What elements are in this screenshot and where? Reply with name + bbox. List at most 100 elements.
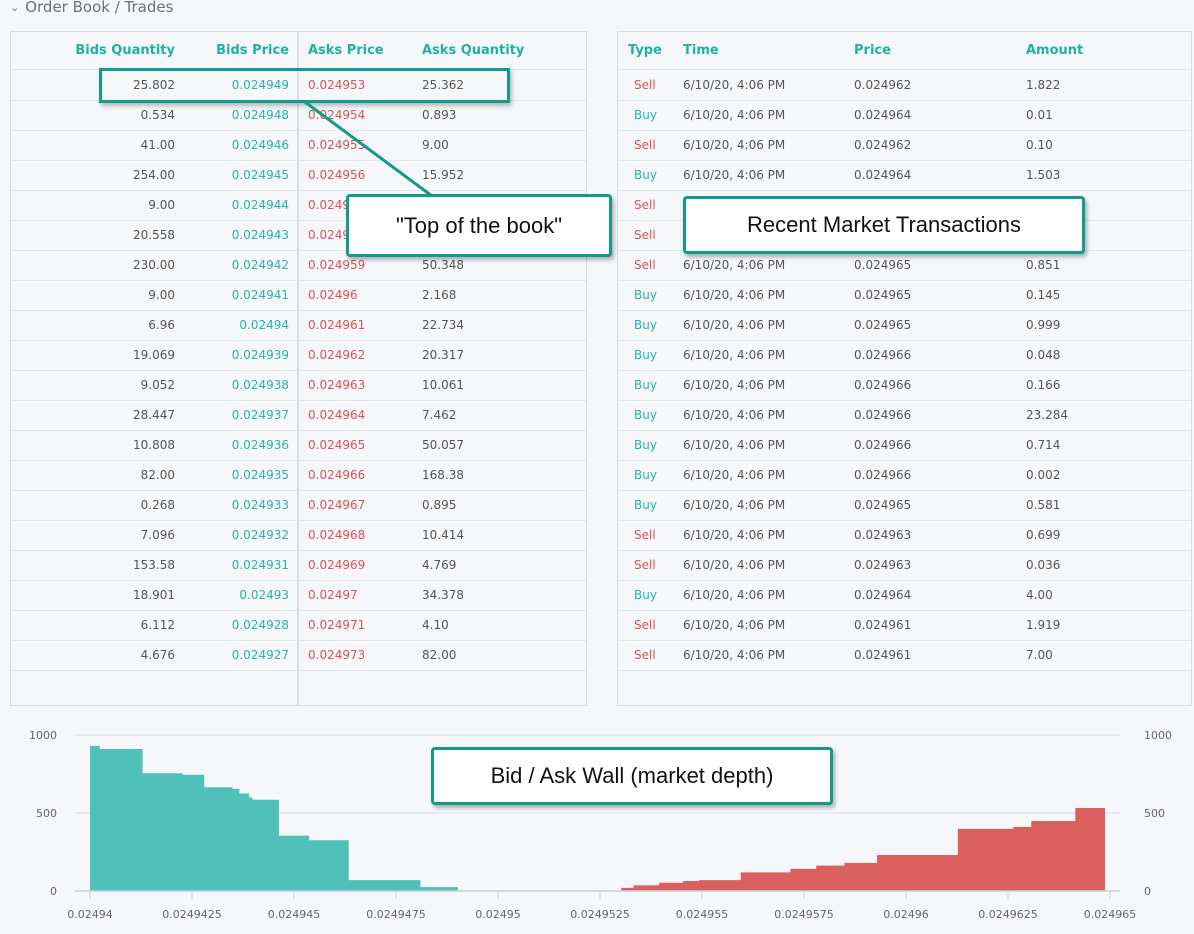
x-tick-label: 0.02494 [67,908,113,921]
header-type[interactable]: Type [628,43,662,58]
ask-price: 0.024966 [308,468,366,482]
x-tick-label: 0.024965 [1084,908,1137,921]
trade-price: 0.024961 [854,648,912,662]
trade-row[interactable]: Sell 6/10/20, 4:06 PM 0.024963 0.699 [618,520,1191,551]
order-book-row[interactable]: 28.447 0.024937 0.024964 7.462 [11,400,586,431]
order-book-row[interactable]: 20.558 0.024943 0.0249 [11,220,586,251]
order-book-row[interactable]: 19.069 0.024939 0.024962 20.317 [11,340,586,371]
trade-type: Sell [634,78,656,92]
bid-price: 0.024943 [231,228,289,242]
order-book-row[interactable]: 254.00 0.024945 0.024956 15.952 [11,160,586,191]
trade-row[interactable]: Sell 6/10/20, 4:06 PM 0.024963 0.036 [618,550,1191,581]
x-tick-label: 0.02495 [475,908,521,921]
header-amount[interactable]: Amount [1026,43,1084,58]
trade-row[interactable]: Buy 6/10/20, 4:06 PM 0.024964 1.503 [618,160,1191,191]
order-book-row[interactable]: 153.58 0.024931 0.024969 4.769 [11,550,586,581]
ask-quantity: 0.893 [422,108,457,122]
trade-time: 6/10/20, 4:06 PM [683,498,786,512]
ask-price: 0.024969 [308,558,366,572]
trade-time: 6/10/20, 4:06 PM [683,648,786,662]
chevron-down-icon[interactable]: ⌄ [10,0,20,14]
trade-amount: 0.01 [1026,108,1053,122]
order-book-row[interactable]: 230.00 0.024942 0.024959 50.348 [11,250,586,281]
trade-amount: 0.048 [1026,348,1061,362]
header-bids-price[interactable]: Bids Price [216,43,289,58]
trade-row[interactable]: Sell 6/10/20, 4:06 PM 0.024962 0.10 [618,130,1191,161]
trade-amount: 0.851 [1026,258,1061,272]
trade-row[interactable]: Sell 6/10/20, 4:06 PM 0.024965 0.851 [618,250,1191,281]
header-time[interactable]: Time [683,43,719,58]
trade-row[interactable]: Sell 6/10/20, 4:06 PM 0.024961 1.919 [618,610,1191,641]
header-asks-quantity[interactable]: Asks Quantity [422,43,525,58]
bid-quantity: 25.802 [133,78,175,92]
order-book-row[interactable]: 6.96 0.02494 0.024961 22.734 [11,310,586,341]
callout-top-of-book: "Top of the book" [346,194,612,257]
order-book-row[interactable]: 10.808 0.024936 0.024965 50.057 [11,430,586,461]
bid-price: 0.024946 [231,138,289,152]
trade-row[interactable]: Buy 6/10/20, 4:06 PM 0.024966 0.166 [618,370,1191,401]
trade-amount: 0.145 [1026,288,1061,302]
order-book-row[interactable]: 41.00 0.024946 0.024955 9.00 [11,130,586,161]
trade-amount: 7.00 [1026,648,1053,662]
header-asks-price[interactable]: Asks Price [308,43,384,58]
header-price[interactable]: Price [854,43,891,58]
trade-type: Buy [634,318,657,332]
ask-quantity: 82.00 [422,648,457,662]
trade-row[interactable]: Sell 6/10/20, 4:06 PM 0.024961 7.00 [618,640,1191,671]
trade-row[interactable]: Sell 6/10/20, 4:06 PM 0.024962 1.822 [618,70,1191,101]
ask-quantity: 10.414 [422,528,464,542]
ask-quantity: 7.462 [422,408,457,422]
order-book-row[interactable]: 82.00 0.024935 0.024966 168.38 [11,460,586,491]
order-book-row[interactable]: 0.534 0.024948 0.024954 0.893 [11,100,586,131]
callout-market-depth: Bid / Ask Wall (market depth) [431,747,833,805]
trade-row[interactable]: Buy 6/10/20, 4:06 PM 0.024966 0.714 [618,430,1191,461]
trade-row[interactable]: Buy 6/10/20, 4:06 PM 0.024964 4.00 [618,580,1191,611]
order-book-row[interactable]: 0.268 0.024933 0.024967 0.895 [11,490,586,521]
trade-type: Buy [634,288,657,302]
bid-price: 0.02493 [239,588,289,602]
trade-amount: 0.002 [1026,468,1061,482]
trade-price: 0.024964 [854,168,912,182]
trade-price: 0.024962 [854,78,912,92]
y-tick-label-left: 1000 [29,729,57,742]
bid-quantity: 9.00 [148,198,175,212]
trade-row[interactable]: Buy 6/10/20, 4:06 PM 0.024966 0.002 [618,460,1191,491]
ask-price: 0.02497 [308,588,358,602]
order-book-row[interactable]: 9.052 0.024938 0.024963 10.061 [11,370,586,401]
trade-amount: 0.999 [1026,318,1061,332]
trade-row[interactable]: Buy 6/10/20, 4:06 PM 0.024965 0.999 [618,310,1191,341]
trade-row[interactable]: Buy 6/10/20, 4:06 PM 0.024965 0.145 [618,280,1191,311]
header-bids-quantity[interactable]: Bids Quantity [75,43,175,58]
trade-type: Buy [634,168,657,182]
ask-quantity: 20.317 [422,348,464,362]
section-header[interactable]: ⌄ Order Book / Trades [10,0,173,16]
ask-quantity: 168.38 [422,468,464,482]
order-book-row[interactable]: 9.00 0.024941 0.02496 2.168 [11,280,586,311]
bid-price: 0.024932 [231,528,289,542]
x-tick-label: 0.0249625 [978,908,1038,921]
trade-row[interactable]: Buy 6/10/20, 4:06 PM 0.024964 0.01 [618,100,1191,131]
ask-price: 0.02496 [308,288,358,302]
x-tick-label: 0.0249475 [366,908,426,921]
order-book-row[interactable]: 18.901 0.02493 0.02497 34.378 [11,580,586,611]
ask-quantity: 4.769 [422,558,457,572]
trade-row[interactable]: Buy 6/10/20, 4:06 PM 0.024966 0.048 [618,340,1191,371]
y-tick-label-right: 0 [1144,885,1151,898]
ask-quantity: 50.348 [422,258,464,272]
trade-type: Sell [634,228,656,242]
trade-amount: 1.822 [1026,78,1061,92]
trade-price: 0.024964 [854,588,912,602]
order-book-row[interactable]: 9.00 0.024944 0.0249 [11,190,586,221]
ask-quantity: 22.734 [422,318,464,332]
order-book-row[interactable]: 4.676 0.024927 0.024973 82.00 [11,640,586,671]
x-tick-label: 0.0249575 [774,908,834,921]
order-book-row[interactable]: 6.112 0.024928 0.024971 4.10 [11,610,586,641]
ask-depth-area [621,808,1106,891]
bid-quantity: 6.112 [140,618,175,632]
trade-time: 6/10/20, 4:06 PM [683,258,786,272]
trade-row[interactable]: Buy 6/10/20, 4:06 PM 0.024965 0.581 [618,490,1191,521]
order-book-row[interactable]: 7.096 0.024932 0.024968 10.414 [11,520,586,551]
trade-row[interactable]: Buy 6/10/20, 4:06 PM 0.024966 23.284 [618,400,1191,431]
ask-quantity: 4.10 [422,618,449,632]
ask-price: 0.024964 [308,408,366,422]
